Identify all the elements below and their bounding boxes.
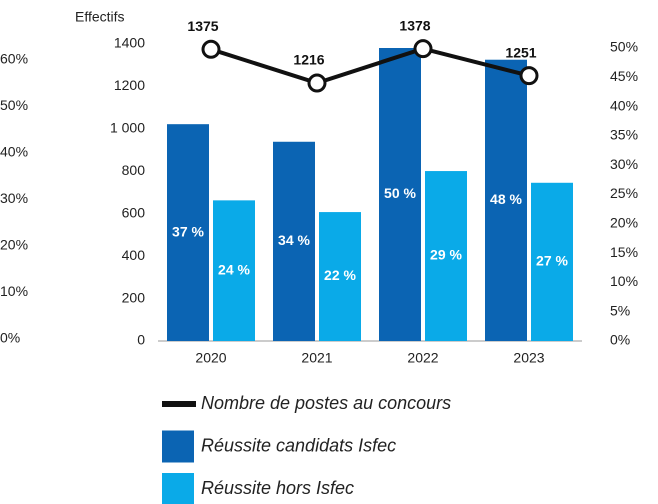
line-value-label: 1375 (187, 18, 218, 34)
y2-tick-label: 35% (610, 127, 638, 143)
bar (213, 200, 255, 341)
bar-value-label: 50 % (384, 185, 416, 201)
bar-value-label: 24 % (218, 261, 250, 277)
y-tick-label: 0 (137, 332, 145, 348)
line (210, 46, 530, 86)
legend-label: Nombre de postes au concours (201, 393, 451, 413)
bar (319, 212, 361, 341)
legend-swatch (162, 401, 196, 407)
y2-tick-label: 25% (610, 185, 638, 201)
y3-tick-label: 60% (0, 51, 28, 67)
x-tick-label: 2023 (513, 350, 544, 366)
bar-value-label: 29 % (430, 247, 462, 263)
y2-tick-label: 15% (610, 244, 638, 260)
line-marker (413, 39, 433, 59)
y3-tick-label: 0% (0, 330, 20, 346)
line-marker (519, 66, 539, 86)
bar (485, 59, 527, 341)
bar (167, 124, 209, 342)
y2-tick-label: 0% (610, 332, 630, 348)
y-tick-label: 1200 (114, 77, 145, 93)
legend-swatch (162, 430, 194, 463)
y2-tick-label: 50% (610, 39, 638, 55)
y3-tick-label: 20% (0, 237, 28, 253)
y2-tick-label: 20% (610, 215, 638, 231)
line-marker (201, 39, 221, 59)
bar-value-label: 22 % (324, 267, 356, 283)
bar (273, 141, 315, 341)
line-value-label: 1216 (293, 52, 324, 68)
y2-tick-label: 45% (610, 68, 638, 84)
bar-value-label: 34 % (278, 232, 310, 248)
bar-value-label: 27 % (536, 253, 568, 269)
legend-swatch (162, 473, 194, 504)
legend-label: Réussite hors Isfec (201, 478, 354, 498)
x-tick-label: 2020 (195, 350, 226, 366)
bar (531, 182, 573, 341)
y3-tick-label: 10% (0, 283, 28, 299)
y2-tick-label: 10% (610, 273, 638, 289)
x-tick-label: 2021 (301, 350, 332, 366)
bar (379, 48, 421, 341)
y-tick-label: 800 (122, 162, 146, 178)
y3-tick-label: 50% (0, 97, 28, 113)
legend-label: Réussite candidats Isfec (201, 435, 396, 455)
x-tick-label: 2022 (407, 350, 438, 366)
line-marker (307, 73, 327, 93)
bar-value-label: 48 % (490, 191, 522, 207)
y-tick-label: 1 000 (110, 120, 145, 136)
line-value-label: 1251 (505, 44, 536, 60)
y-tick-label: 400 (122, 247, 146, 263)
y-axis-title: Effectifs (75, 9, 125, 25)
bar-value-label: 37 % (172, 223, 204, 239)
y2-tick-label: 40% (610, 97, 638, 113)
y-tick-label: 600 (122, 204, 146, 220)
y2-tick-label: 30% (610, 156, 638, 172)
y3-tick-label: 40% (0, 144, 28, 160)
bar (425, 171, 467, 341)
y3-tick-label: 30% (0, 190, 28, 206)
line-value-label: 1378 (399, 17, 430, 33)
y-tick-label: 200 (122, 289, 146, 305)
y-tick-label: 1400 (114, 35, 145, 51)
y2-tick-label: 5% (610, 302, 630, 318)
